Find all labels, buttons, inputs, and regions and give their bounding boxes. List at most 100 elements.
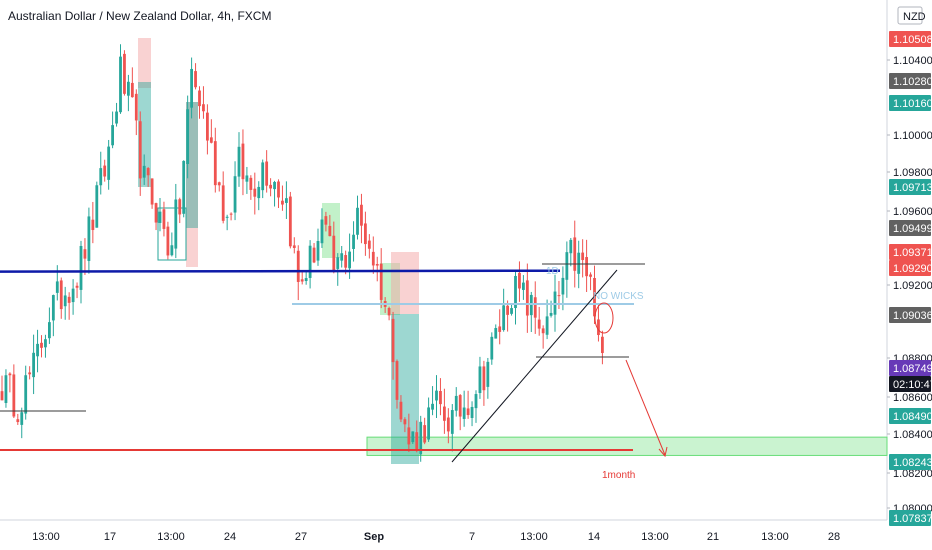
candle-body xyxy=(525,280,529,316)
time-tick-label: 13:00 xyxy=(761,531,789,543)
candle-body xyxy=(269,184,272,189)
candle-body xyxy=(498,326,502,332)
candle xyxy=(391,311,395,380)
price-badge-box xyxy=(889,95,931,111)
price-badge-label: 1.08490 xyxy=(893,411,932,423)
red-zone-peak xyxy=(138,38,151,88)
candle xyxy=(277,179,280,208)
candle-body xyxy=(490,336,494,360)
candle-body xyxy=(486,361,490,387)
candle-body xyxy=(332,235,336,271)
candle xyxy=(569,237,573,267)
price-badge: 1.08749 xyxy=(889,360,932,376)
price-badge: 1.08243 xyxy=(889,454,932,470)
projection-arrow xyxy=(625,359,666,456)
price-tick-label: 1.08200 xyxy=(893,468,932,480)
candle-body xyxy=(257,186,261,199)
candle xyxy=(387,306,391,321)
candle xyxy=(375,256,379,282)
currency-button[interactable]: NZD xyxy=(897,6,926,25)
candle xyxy=(206,104,209,155)
candle-body xyxy=(391,318,395,363)
candle-body xyxy=(324,216,328,225)
candle xyxy=(48,307,51,344)
candle-body xyxy=(364,223,367,245)
candle xyxy=(498,309,502,345)
candle xyxy=(470,401,474,427)
candle-body xyxy=(514,275,517,309)
candle xyxy=(356,195,359,240)
price-badge: 1.09713 xyxy=(889,179,932,195)
candle-body xyxy=(356,207,359,235)
candles xyxy=(0,44,604,462)
candle xyxy=(99,151,103,195)
price-badge-label: 1.08243 xyxy=(893,457,932,469)
candle-body xyxy=(474,394,478,409)
candle xyxy=(59,277,63,319)
candle xyxy=(166,221,170,260)
candle-body xyxy=(119,56,122,113)
candle-body xyxy=(541,328,545,334)
candle-body xyxy=(8,373,12,376)
candle xyxy=(130,67,134,98)
candle-body xyxy=(423,425,427,443)
candle-body xyxy=(443,406,446,421)
candle xyxy=(411,431,415,444)
candle-body xyxy=(241,143,245,180)
candle-body xyxy=(150,178,154,205)
time-tick-label: 7 xyxy=(469,531,475,543)
candle xyxy=(565,241,569,298)
candle-body xyxy=(202,104,205,112)
candle xyxy=(233,161,237,221)
candle-body xyxy=(308,245,312,278)
candle-body xyxy=(16,419,20,423)
candle-body xyxy=(48,322,51,339)
candle xyxy=(395,359,399,409)
candle xyxy=(482,360,486,406)
candle xyxy=(158,198,162,232)
candle-body xyxy=(154,203,158,223)
candle-body xyxy=(344,255,348,268)
candle-body xyxy=(162,209,166,229)
candle-body xyxy=(194,71,197,88)
price-badge: 1.09499 xyxy=(889,220,932,236)
candle-body xyxy=(395,361,399,400)
candle xyxy=(142,154,146,185)
candle-body xyxy=(288,196,292,247)
candle xyxy=(103,159,107,182)
candle-body xyxy=(367,240,371,249)
candle xyxy=(316,228,320,266)
candle-body xyxy=(158,211,162,223)
candle xyxy=(403,417,407,433)
candle xyxy=(107,139,111,190)
candle xyxy=(138,111,142,196)
label-1d: 1D xyxy=(546,266,559,277)
candle xyxy=(213,127,217,193)
candle-body xyxy=(340,253,344,261)
price-badge-label: 1.09290 xyxy=(893,263,932,275)
price-badge: 02:10:47 xyxy=(889,376,932,392)
candle xyxy=(178,197,182,224)
candle xyxy=(51,294,55,337)
candle-body xyxy=(0,391,4,401)
candle xyxy=(229,212,233,221)
candle xyxy=(328,214,332,237)
candle xyxy=(198,86,201,119)
candle-body xyxy=(103,165,107,177)
candle-body xyxy=(99,168,103,186)
candle xyxy=(67,292,71,320)
candle xyxy=(415,420,419,453)
candle xyxy=(533,281,537,334)
candle xyxy=(304,270,308,285)
candle-body xyxy=(360,204,363,226)
candle-body xyxy=(506,305,509,315)
candle xyxy=(202,86,205,119)
break-circle xyxy=(594,302,614,334)
candle-body xyxy=(296,250,300,282)
price-badge-box xyxy=(889,73,931,89)
candle xyxy=(494,324,498,339)
candle-body xyxy=(225,216,229,218)
candle-body xyxy=(174,199,178,249)
candle-body xyxy=(522,282,525,290)
